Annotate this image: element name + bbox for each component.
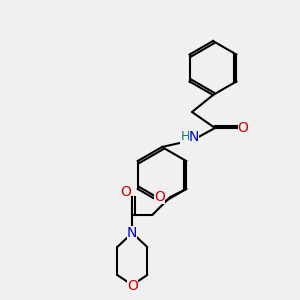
Text: N: N	[127, 226, 137, 240]
Text: N: N	[189, 130, 199, 144]
Text: H: H	[180, 130, 190, 143]
Text: O: O	[127, 279, 138, 293]
Text: O: O	[154, 190, 165, 204]
Text: O: O	[238, 121, 248, 135]
Text: O: O	[120, 185, 131, 199]
